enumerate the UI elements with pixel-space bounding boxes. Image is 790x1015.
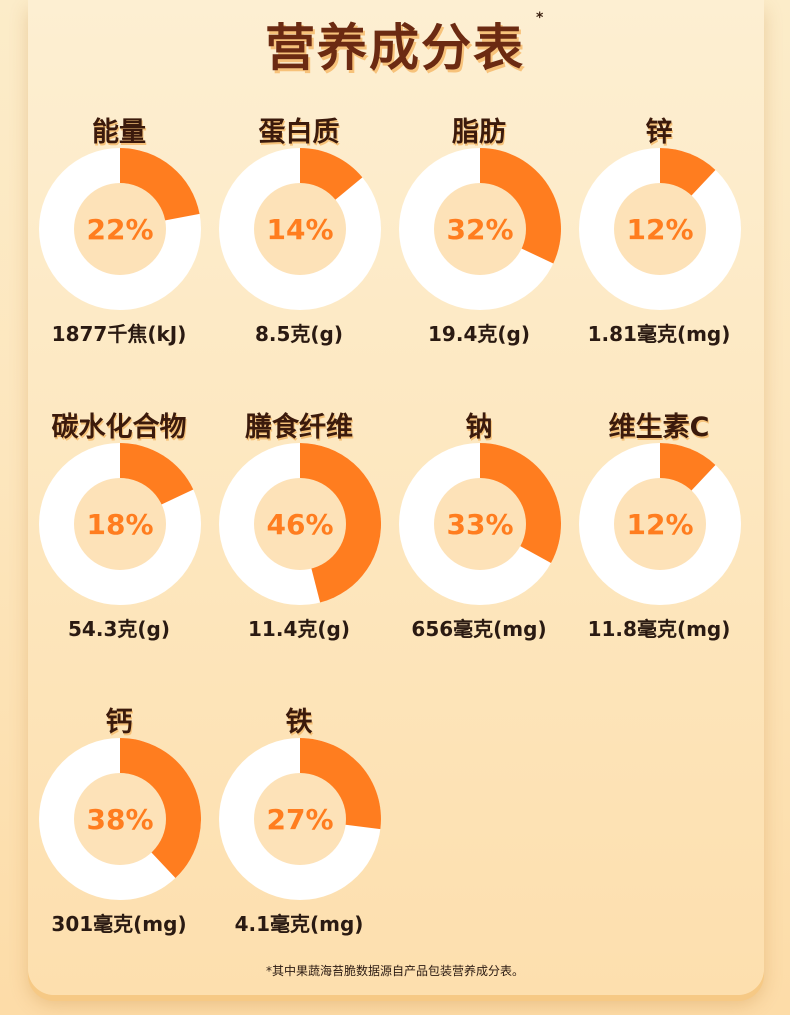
percent-label: 12% — [626, 508, 693, 541]
donut-center — [74, 183, 166, 275]
percent-label: 46% — [266, 508, 333, 541]
percent-label: 27% — [266, 803, 333, 836]
donut-chart: 32% — [399, 148, 561, 310]
page-title: 营养成分表 — [265, 19, 525, 77]
nutrient-name: 钠 — [465, 412, 493, 443]
donut-center — [614, 478, 706, 570]
nutrient-item: 蛋白质 14% 8.5克(g) — [210, 110, 388, 370]
nutrient-amount: 11.4克(g) — [248, 617, 350, 641]
nutrient-name: 脂肪 — [452, 117, 506, 148]
nutrient-item: 铁 27% 4.1毫克(mg) — [210, 700, 388, 960]
nutrient-name: 碳水化合物 — [51, 412, 187, 443]
footnote: *其中果蔬海苔脆数据源自产品包装营养成分表。 — [265, 964, 524, 978]
nutrient-amount: 1.81毫克(mg) — [587, 322, 731, 346]
donut-chart: 46% — [219, 443, 381, 605]
nutrient-name: 能量 — [92, 117, 146, 148]
nutrient-amount: 301毫克(mg) — [51, 912, 187, 936]
donut-center — [74, 773, 166, 865]
donut-chart: 27% — [219, 738, 381, 900]
nutrient-item: 锌 12% 1.81毫克(mg) — [570, 110, 748, 370]
percent-label: 32% — [446, 213, 513, 246]
percent-label: 14% — [266, 213, 333, 246]
donut-center — [434, 478, 526, 570]
nutrient-name: 维生素C — [608, 412, 710, 443]
donut-chart: 33% — [399, 443, 561, 605]
nutrient-amount: 1877千焦(kJ) — [51, 322, 187, 346]
donut-center — [254, 478, 346, 570]
percent-label: 18% — [86, 508, 153, 541]
nutrient-name: 蛋白质 — [258, 117, 340, 148]
nutrient-item: 钠 33% 656毫克(mg) — [390, 405, 568, 665]
nutrient-amount: 4.1毫克(mg) — [234, 912, 364, 936]
nutrient-item: 脂肪 32% 19.4克(g) — [390, 110, 568, 370]
nutrient-name: 钙 — [105, 707, 133, 738]
donut-center — [434, 183, 526, 275]
title-footnote-marker: * — [536, 10, 544, 26]
nutrient-name: 锌 — [645, 117, 673, 148]
donut-chart: 18% — [39, 443, 201, 605]
nutrient-item: 膳食纤维 46% 11.4克(g) — [210, 405, 388, 665]
nutrient-amount: 54.3克(g) — [68, 617, 170, 641]
percent-label: 22% — [86, 213, 153, 246]
percent-label: 38% — [86, 803, 153, 836]
nutrient-name: 膳食纤维 — [245, 412, 353, 443]
nutrient-item: 钙 38% 301毫克(mg) — [30, 700, 208, 960]
nutrient-amount: 11.8毫克(mg) — [587, 617, 731, 641]
nutrient-amount: 19.4克(g) — [428, 322, 530, 346]
nutrient-amount: 8.5克(g) — [254, 322, 344, 346]
donut-chart: 22% — [39, 148, 201, 310]
donut-center — [614, 183, 706, 275]
donut-center — [74, 478, 166, 570]
donut-center — [254, 773, 346, 865]
donut-chart: 14% — [219, 148, 381, 310]
percent-label: 33% — [446, 508, 513, 541]
donut-chart: 12% — [579, 443, 741, 605]
donut-chart: 38% — [39, 738, 201, 900]
nutrient-item: 能量 22% 1877千焦(kJ) — [30, 110, 208, 370]
nutrient-item: 碳水化合物 18% 54.3克(g) — [30, 405, 208, 665]
donut-center — [254, 183, 346, 275]
percent-label: 12% — [626, 213, 693, 246]
nutrient-name: 铁 — [285, 707, 313, 738]
donut-chart: 12% — [579, 148, 741, 310]
nutrient-item: 维生素C 12% 11.8毫克(mg) — [570, 405, 748, 665]
nutrient-amount: 656毫克(mg) — [411, 617, 547, 641]
